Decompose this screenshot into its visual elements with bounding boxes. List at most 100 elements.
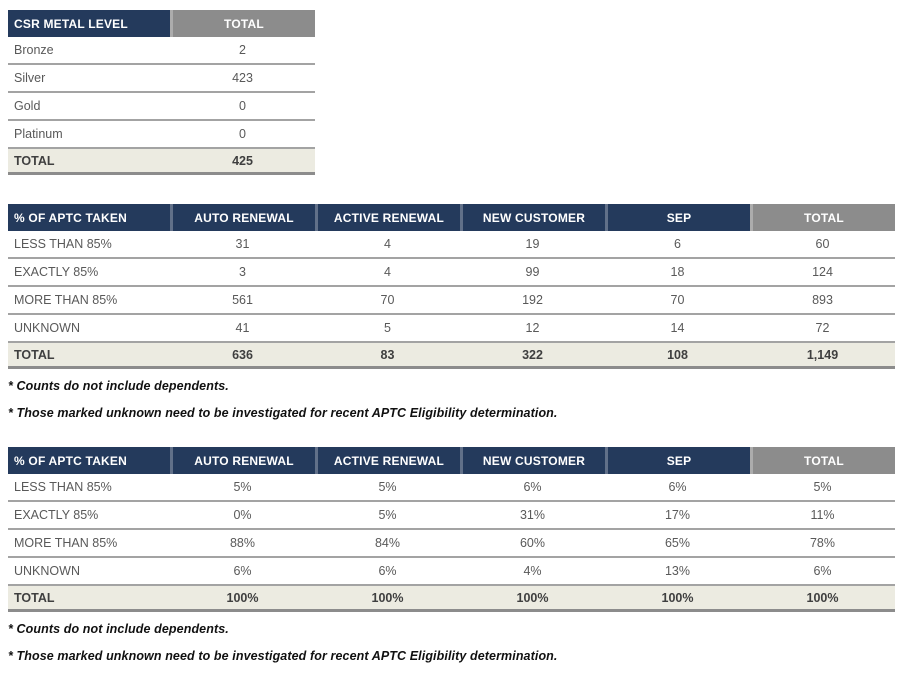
value-cell: 12	[525, 321, 540, 335]
column-header-active-renewal: ACTIVE RENEWAL	[315, 447, 460, 474]
total-value-cell: 636	[232, 347, 253, 362]
value-cell: 18	[670, 265, 685, 279]
row-label: MORE THAN 85%	[14, 293, 118, 307]
column-header-sep: SEP	[605, 447, 750, 474]
value-cell: 84%	[374, 536, 401, 550]
aptc-percent-table: % OF APTC TAKEN AUTO RENEWAL ACTIVE RENE…	[8, 447, 895, 612]
csr-metal-level-table: CSR METAL LEVEL TOTAL Bronze 2 Silver 42…	[8, 10, 315, 175]
total-value-cell: 100%	[226, 590, 259, 605]
value-cell: 6%	[668, 480, 687, 494]
table-row-bronze: Bronze 2	[8, 37, 315, 65]
value-cell: 5	[384, 321, 391, 335]
table-header-row: CSR METAL LEVEL TOTAL	[8, 10, 315, 37]
value-cell: 72	[815, 321, 830, 335]
table-row-gold: Gold 0	[8, 93, 315, 121]
value-cell: 0	[239, 99, 246, 113]
value-cell: 11%	[810, 508, 835, 522]
aptc-counts-table: % OF APTC TAKEN AUTO RENEWAL ACTIVE RENE…	[8, 204, 895, 369]
value-cell: 5%	[378, 508, 397, 522]
row-label: LESS THAN 85%	[14, 237, 112, 251]
total-label: TOTAL	[14, 347, 55, 362]
total-value-cell: 100%	[516, 590, 549, 605]
column-header-total: TOTAL	[750, 447, 895, 474]
row-label: Bronze	[14, 43, 54, 57]
counts-table-footnotes: * Counts do not include dependents. * Th…	[8, 379, 900, 420]
table-row-less-than-85: LESS THAN 85% 31 4 19 6 60	[8, 231, 895, 259]
value-cell: 17%	[664, 508, 691, 522]
value-cell: 41	[235, 321, 250, 335]
value-cell: 19	[525, 237, 540, 251]
total-value-cell: 100%	[661, 590, 694, 605]
value-cell: 0	[239, 127, 246, 141]
value-cell: 70	[380, 293, 395, 307]
footnote: * Those marked unknown need to be invest…	[8, 406, 558, 420]
value-cell: 192	[522, 293, 543, 307]
total-label: TOTAL	[14, 153, 55, 168]
footnote: * Those marked unknown need to be invest…	[8, 649, 558, 663]
value-cell: 0%	[233, 508, 252, 522]
value-cell: 31	[235, 237, 250, 251]
value-cell: 423	[232, 71, 253, 85]
total-value-cell: 108	[667, 347, 688, 362]
row-label: Platinum	[14, 127, 63, 141]
value-cell: 4	[384, 237, 391, 251]
value-cell: 2	[239, 43, 246, 57]
percent-table-footnotes: * Counts do not include dependents. * Th…	[8, 622, 900, 663]
table-header-row: % OF APTC TAKEN AUTO RENEWAL ACTIVE RENE…	[8, 447, 895, 474]
value-cell: 6%	[813, 564, 832, 578]
value-cell: 70	[670, 293, 685, 307]
row-label: Gold	[14, 99, 41, 113]
value-cell: 31%	[519, 508, 546, 522]
table-row-more-than-85: MORE THAN 85% 88% 84% 60% 65% 78%	[8, 530, 895, 558]
total-value-cell: 425	[232, 153, 253, 168]
column-header-auto-renewal: AUTO RENEWAL	[170, 204, 315, 231]
column-header-active-renewal: ACTIVE RENEWAL	[315, 204, 460, 231]
column-header-total: TOTAL	[170, 10, 315, 37]
value-cell: 14	[670, 321, 685, 335]
value-cell: 60%	[519, 536, 546, 550]
value-cell: 893	[812, 293, 833, 307]
row-label: Silver	[14, 71, 46, 85]
table-total-row: TOTAL 636 83 322 108 1,149	[8, 343, 895, 369]
value-cell: 561	[232, 293, 253, 307]
value-cell: 6%	[378, 564, 397, 578]
row-label: UNKNOWN	[14, 564, 80, 578]
table-row-unknown: UNKNOWN 41 5 12 14 72	[8, 315, 895, 343]
value-cell: 65%	[664, 536, 691, 550]
footnote: * Counts do not include dependents.	[8, 379, 229, 393]
table-header-row: % OF APTC TAKEN AUTO RENEWAL ACTIVE RENE…	[8, 204, 895, 231]
value-cell: 99	[525, 265, 540, 279]
footnote: * Counts do not include dependents.	[8, 622, 229, 636]
value-cell: 6%	[233, 564, 252, 578]
table-row-silver: Silver 423	[8, 65, 315, 93]
value-cell: 78%	[809, 536, 836, 550]
table-row-less-than-85: LESS THAN 85% 5% 5% 6% 6% 5%	[8, 474, 895, 502]
value-cell: 60	[815, 237, 830, 251]
column-header-auto-renewal: AUTO RENEWAL	[170, 447, 315, 474]
row-label: MORE THAN 85%	[14, 536, 118, 550]
column-header-sep: SEP	[605, 204, 750, 231]
value-cell: 13%	[664, 564, 691, 578]
total-label: TOTAL	[14, 590, 55, 605]
table-row-more-than-85: MORE THAN 85% 561 70 192 70 893	[8, 287, 895, 315]
value-cell: 124	[812, 265, 833, 279]
column-header-aptc-taken: % OF APTC TAKEN	[8, 204, 170, 231]
table-row-platinum: Platinum 0	[8, 121, 315, 149]
column-header-new-customer: NEW CUSTOMER	[460, 447, 605, 474]
value-cell: 6	[674, 237, 681, 251]
table-row-exactly-85: EXACTLY 85% 0% 5% 31% 17% 11%	[8, 502, 895, 530]
row-label: LESS THAN 85%	[14, 480, 112, 494]
column-header-csr-metal-level: CSR METAL LEVEL	[8, 10, 170, 37]
total-value-cell: 100%	[371, 590, 404, 605]
value-cell: 4%	[523, 564, 542, 578]
value-cell: 5%	[233, 480, 252, 494]
value-cell: 5%	[378, 480, 397, 494]
value-cell: 4	[384, 265, 391, 279]
total-value-cell: 1,149	[806, 347, 839, 362]
table-row-exactly-85: EXACTLY 85% 3 4 99 18 124	[8, 259, 895, 287]
column-header-total: TOTAL	[750, 204, 895, 231]
column-header-aptc-taken: % OF APTC TAKEN	[8, 447, 170, 474]
table-total-row: TOTAL 100% 100% 100% 100% 100%	[8, 586, 895, 612]
value-cell: 5%	[813, 480, 832, 494]
